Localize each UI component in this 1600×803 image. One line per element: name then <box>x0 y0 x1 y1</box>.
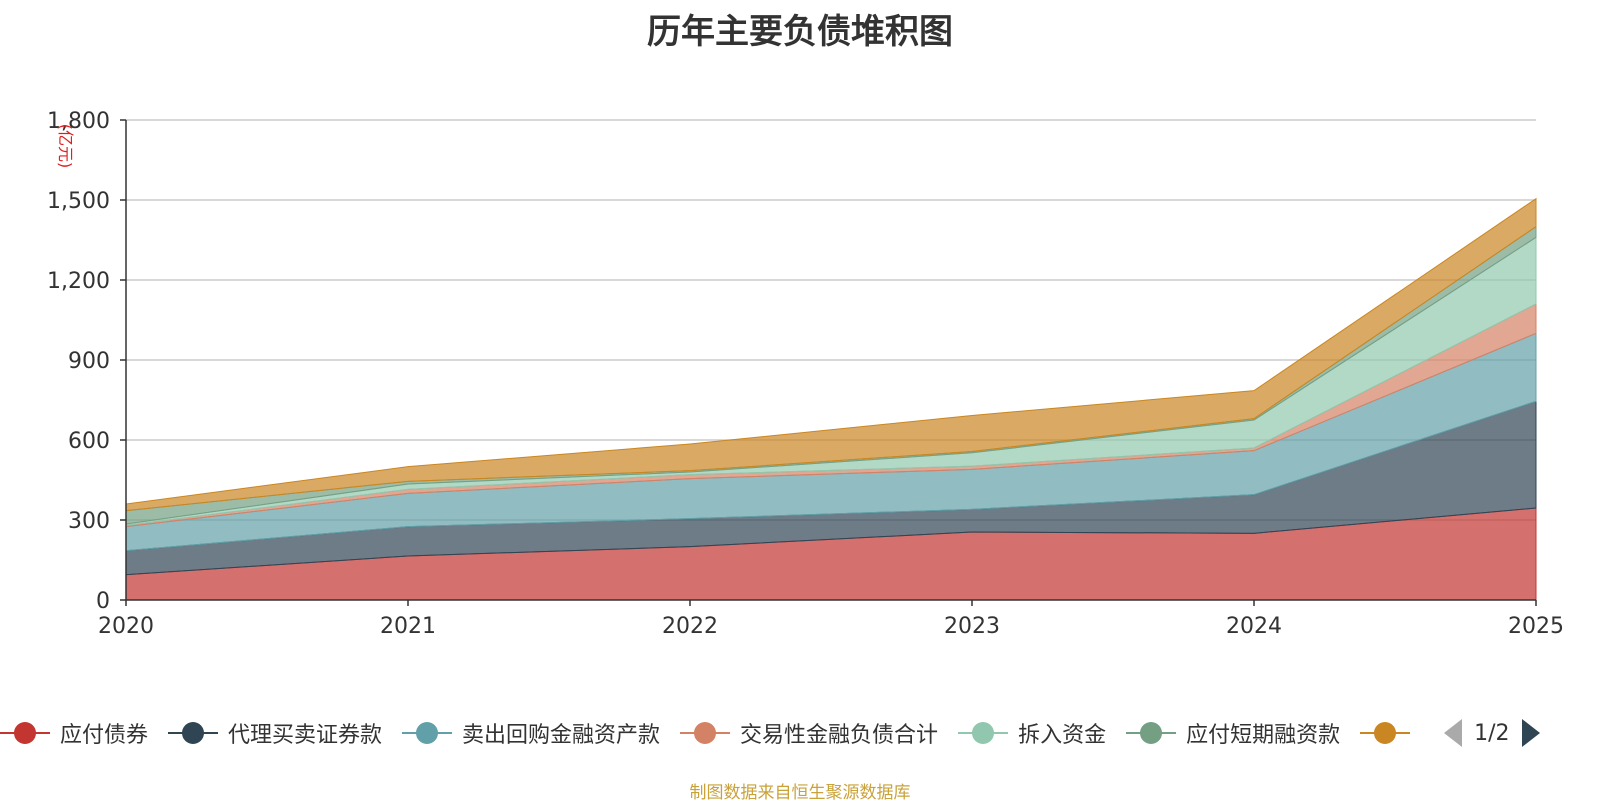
x-tick-label: 2021 <box>380 614 436 639</box>
legend-marker-icon <box>958 721 1009 745</box>
legend-label: 卖出回购金融资产款 <box>462 723 661 748</box>
y-tick-label: 600 <box>68 429 110 454</box>
y-tick-labels: 0 300 600 900 1,200 1,500 1,800 <box>47 109 126 614</box>
source-note: 制图数据来自恒生聚源数据库 <box>689 783 911 803</box>
legend-item[interactable]: 卖出回购金融资产款 <box>402 717 660 749</box>
x-tick-label: 2024 <box>1226 614 1282 639</box>
x-tick-label: 2022 <box>662 614 718 639</box>
legend-label: 应付债券 <box>60 723 149 748</box>
y-axis-label: (亿元) <box>56 124 75 169</box>
legend-marker-icon <box>1360 721 1411 745</box>
y-tick-label: 900 <box>68 349 110 374</box>
next-page-icon[interactable] <box>1521 719 1540 747</box>
y-tick-label: 1,800 <box>47 109 110 134</box>
legend-item[interactable]: 交易性金融负债合计 <box>680 717 938 749</box>
y-tick-label: 1,500 <box>47 189 110 214</box>
area-series-7 <box>125 197 1537 512</box>
y-tick-label: 1,200 <box>47 269 110 294</box>
x-tick-labels: 2020 2021 2022 2023 2024 2025 <box>98 600 1564 639</box>
area-series <box>125 197 1537 601</box>
legend-label: 拆入资金 <box>1018 723 1107 748</box>
legend-page-indicator: 1/2 <box>1474 720 1510 746</box>
chart-title: 历年主要负债堆积图 <box>647 12 953 52</box>
previous-page-icon[interactable] <box>1444 719 1463 747</box>
legend-label: 应付短期融资款 <box>1186 723 1341 748</box>
legend-item[interactable]: 拆入资金 <box>958 717 1106 749</box>
x-tick-label: 2023 <box>944 614 1000 639</box>
legend-item[interactable]: 应付债券 <box>0 717 148 749</box>
legend-label: 交易性金融负债合计 <box>740 723 939 748</box>
legend-label: 代理买卖证券款 <box>228 723 383 748</box>
x-tick-label: 2020 <box>98 614 154 639</box>
legend-marker-icon <box>1126 721 1177 745</box>
x-tick-label: 2025 <box>1508 614 1564 639</box>
y-tick-label: 300 <box>68 509 110 534</box>
legend-item[interactable]: 代理买卖证券款 <box>168 717 382 749</box>
legend-marker-icon <box>0 721 50 745</box>
legend: 应付债券 代理买卖证券款 卖出回购金融资产款 交易性金融负债合计 拆入资金 应付短期融资款… <box>0 716 1600 750</box>
legend-item[interactable] <box>1360 721 1420 745</box>
legend-marker-icon <box>402 721 453 745</box>
legend-item[interactable]: 应付短期融资款 <box>1126 717 1340 749</box>
legend-marker-icon <box>680 721 731 745</box>
legend-marker-icon <box>168 721 219 745</box>
legend-pager: 1/2 <box>1444 719 1540 747</box>
y-tick-label: 0 <box>96 589 110 614</box>
